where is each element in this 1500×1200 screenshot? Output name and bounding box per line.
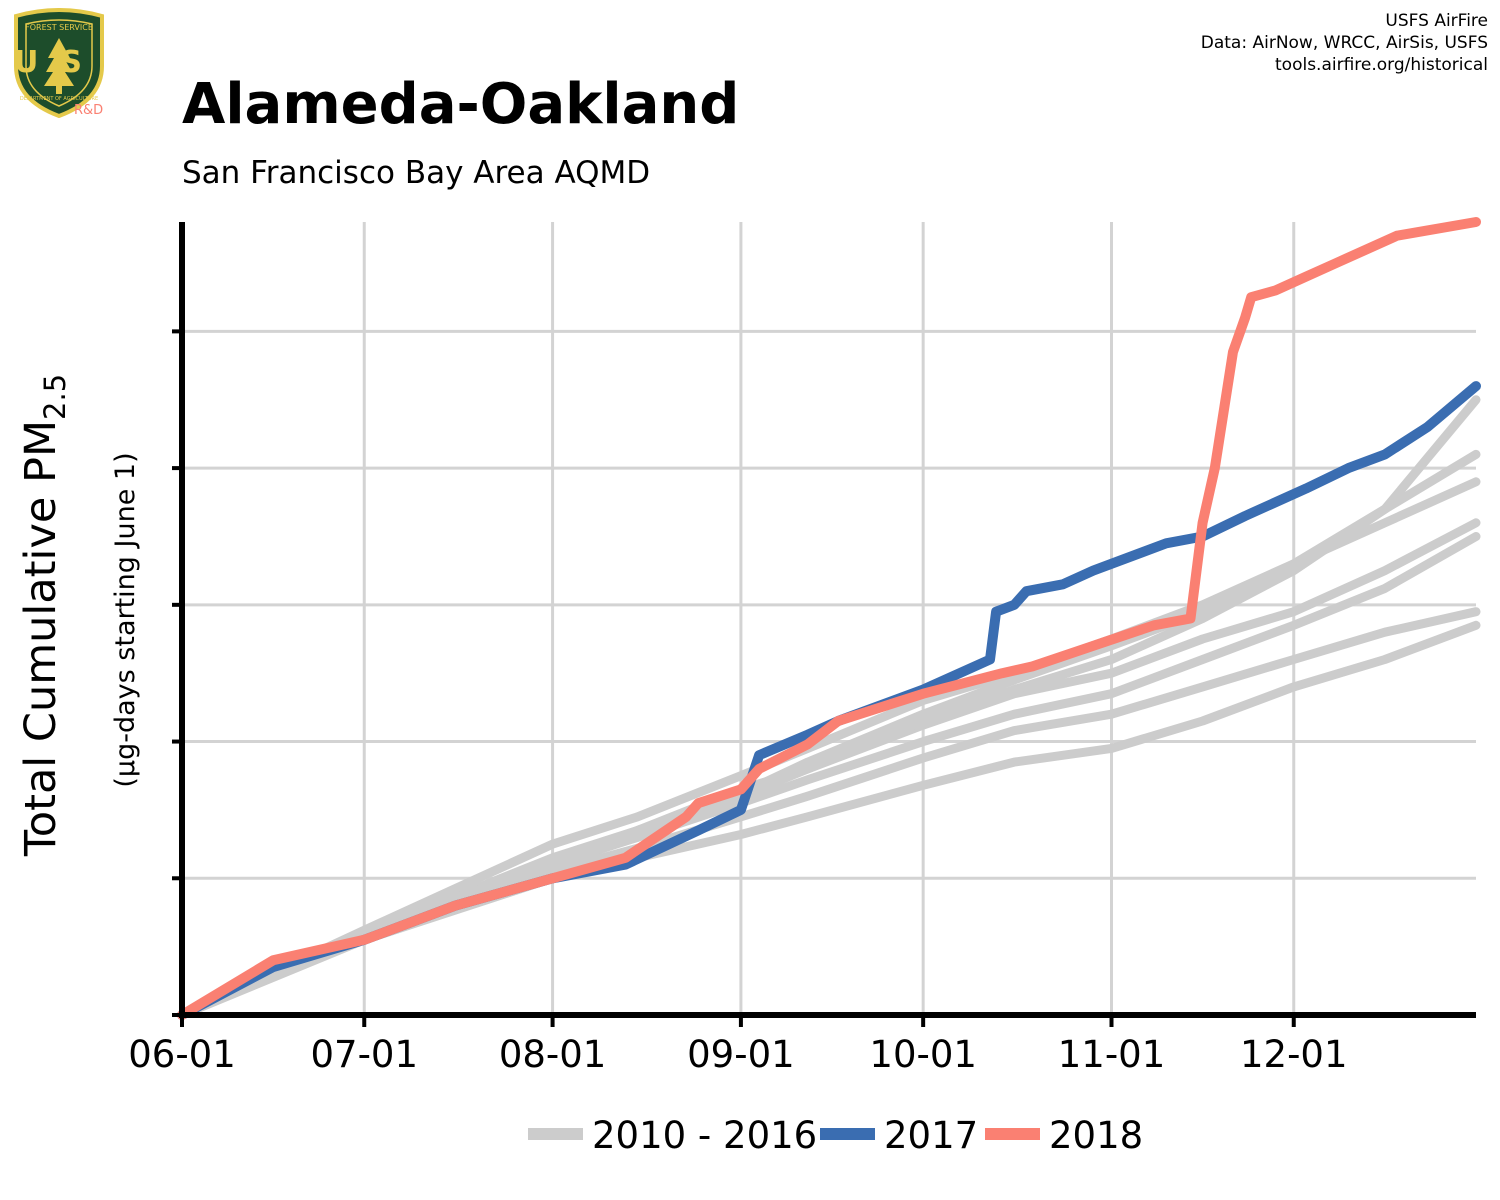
y-axis-title-main: Total Cumulative PM (16, 420, 66, 857)
grid (180, 222, 1476, 1015)
x-tick-label: 10-01 (869, 1033, 977, 1076)
legend-label: 2017 (884, 1114, 978, 1157)
credit-line: Data: AirNow, WRCC, AirSis, USFS (1200, 33, 1488, 53)
x-tick-label: 09-01 (687, 1033, 795, 1076)
legend-label: 2010 - 2016 (592, 1114, 817, 1157)
x-tick-label: 07-01 (310, 1033, 418, 1076)
logo-top-text: FOREST SERVICE (25, 23, 93, 32)
logo-bottom-text: DEPARTMENT OF AGRICULTURE (20, 96, 98, 102)
y-axis-title-sub: 2.5 (38, 374, 72, 420)
series-line-historical (177, 532, 1481, 1020)
legend: 2010 - 2016 2017 2018 (528, 1114, 1143, 1157)
credit-line: tools.airfire.org/historical (1275, 55, 1488, 75)
x-tick-label: 12-01 (1240, 1033, 1348, 1076)
x-tick-labels: 06-01 07-01 08-01 09-01 10-01 11-01 12-01 (128, 1033, 1347, 1076)
tree-icon (44, 38, 74, 86)
credits: USFS AirFire Data: AirNow, WRCC, AirSis,… (1201, 10, 1488, 76)
logo-badge: R&D (74, 103, 103, 118)
series-line-historical (177, 620, 1481, 1020)
series-line-historical (177, 607, 1481, 1020)
series-lines (177, 217, 1481, 1020)
usfs-logo: FOREST SERVICE US DEPARTMENT OF AGRICULT… (8, 8, 110, 119)
y-axis-title: Total Cumulative PM2.5 (16, 374, 72, 857)
x-tick-label: 06-01 (128, 1033, 236, 1076)
x-tick-label: 08-01 (499, 1033, 607, 1076)
y-axis-label: Total Cumulative PM2.5 (µg-days starting… (16, 374, 141, 857)
x-tick-label: 11-01 (1058, 1033, 1166, 1076)
chart-subtitle: San Francisco Bay Area AQMD (182, 155, 651, 191)
series-line-historical (177, 395, 1481, 1020)
credit-line: USFS AirFire (1385, 11, 1488, 31)
y-axis-units: (µg-days starting June 1) (110, 452, 141, 787)
legend-label: 2018 (1049, 1114, 1143, 1157)
logo-initials: US (14, 45, 104, 80)
chart-title: Alameda-Oakland (182, 72, 740, 137)
axes (172, 222, 1476, 1027)
series-line-y2018 (177, 217, 1481, 1020)
